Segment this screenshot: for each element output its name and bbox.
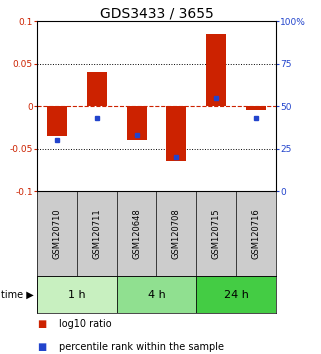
Text: ■: ■: [37, 319, 46, 329]
Bar: [126, 106, 146, 140]
Title: GDS3433 / 3655: GDS3433 / 3655: [100, 6, 213, 20]
Text: GSM120710: GSM120710: [52, 208, 61, 259]
Bar: [117, 276, 196, 313]
Text: GSM120711: GSM120711: [92, 208, 101, 259]
Text: GSM120708: GSM120708: [172, 208, 181, 259]
Text: GSM120716: GSM120716: [252, 208, 261, 259]
Bar: [37, 276, 117, 313]
Bar: [167, 106, 187, 161]
Text: 1 h: 1 h: [68, 290, 86, 300]
Bar: [87, 72, 107, 106]
Text: time ▶: time ▶: [1, 290, 34, 300]
Text: 24 h: 24 h: [224, 290, 249, 300]
Text: log10 ratio: log10 ratio: [59, 319, 112, 329]
Text: GSM120648: GSM120648: [132, 208, 141, 259]
Bar: [246, 106, 266, 110]
Text: ■: ■: [37, 342, 46, 352]
Text: 4 h: 4 h: [148, 290, 165, 300]
Bar: [196, 276, 276, 313]
Bar: [47, 106, 67, 136]
Text: percentile rank within the sample: percentile rank within the sample: [59, 342, 224, 352]
Bar: [206, 34, 226, 106]
Text: GSM120715: GSM120715: [212, 208, 221, 259]
